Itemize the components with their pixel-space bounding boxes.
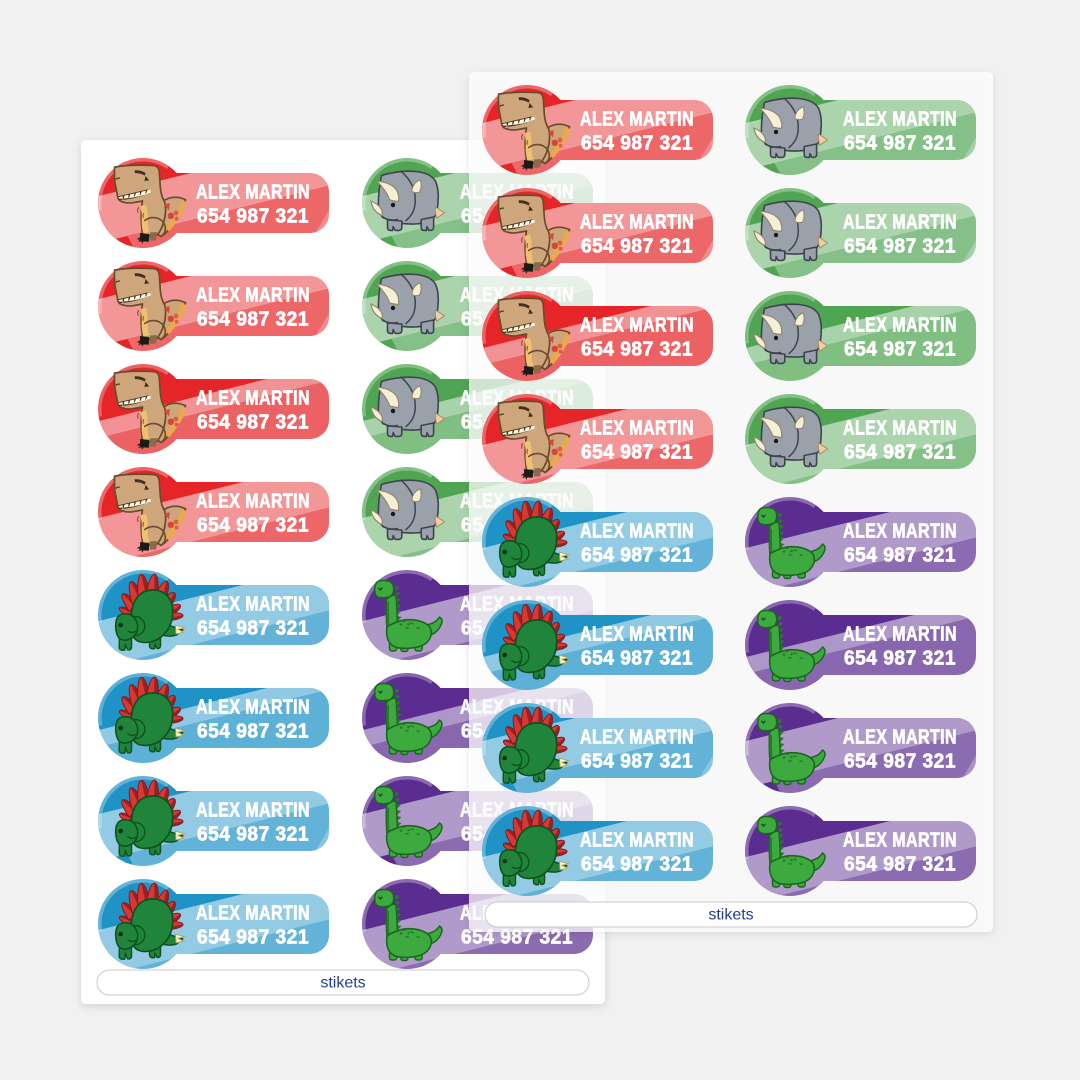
svg-text:654 987 321: 654 987 321: [581, 648, 693, 670]
svg-text:654 987 321: 654 987 321: [581, 545, 693, 567]
svg-text:ALEX MARTIN: ALEX MARTIN: [196, 800, 310, 822]
svg-text:654 987 321: 654 987 321: [581, 442, 693, 464]
svg-text:ALEX MARTIN: ALEX MARTIN: [196, 491, 310, 513]
svg-text:654 987 321: 654 987 321: [844, 236, 956, 258]
svg-text:654 987 321: 654 987 321: [197, 618, 309, 640]
svg-text:654 987 321: 654 987 321: [581, 236, 693, 258]
svg-text:654 987 321: 654 987 321: [844, 545, 956, 567]
svg-text:ALEX MARTIN: ALEX MARTIN: [580, 418, 694, 440]
svg-text:ALEX MARTIN: ALEX MARTIN: [843, 830, 957, 852]
svg-text:ALEX MARTIN: ALEX MARTIN: [196, 903, 310, 925]
svg-text:ALEX MARTIN: ALEX MARTIN: [196, 182, 310, 204]
svg-text:ALEX MARTIN: ALEX MARTIN: [843, 727, 957, 749]
svg-text:654 987 321: 654 987 321: [197, 927, 309, 949]
svg-text:654 987 321: 654 987 321: [581, 133, 693, 155]
svg-text:ALEX MARTIN: ALEX MARTIN: [843, 521, 957, 543]
svg-text:ALEX MARTIN: ALEX MARTIN: [580, 830, 694, 852]
svg-text:ALEX MARTIN: ALEX MARTIN: [843, 315, 957, 337]
svg-text:654 987 321: 654 987 321: [844, 854, 956, 876]
svg-text:654 987 321: 654 987 321: [581, 751, 693, 773]
svg-text:ALEX MARTIN: ALEX MARTIN: [580, 109, 694, 131]
svg-text:654 987 321: 654 987 321: [844, 339, 956, 361]
svg-text:654 987 321: 654 987 321: [844, 648, 956, 670]
svg-text:ALEX MARTIN: ALEX MARTIN: [580, 212, 694, 234]
svg-text:654 987 321: 654 987 321: [581, 339, 693, 361]
svg-text:654 987 321: 654 987 321: [844, 133, 956, 155]
svg-text:ALEX MARTIN: ALEX MARTIN: [580, 315, 694, 337]
svg-text:ALEX MARTIN: ALEX MARTIN: [843, 109, 957, 131]
svg-text:ALEX MARTIN: ALEX MARTIN: [580, 624, 694, 646]
svg-text:654 987 321: 654 987 321: [197, 309, 309, 331]
svg-text:654 987 321: 654 987 321: [197, 412, 309, 434]
svg-text:ALEX MARTIN: ALEX MARTIN: [196, 285, 310, 307]
svg-text:654 987 321: 654 987 321: [197, 721, 309, 743]
svg-text:ALEX MARTIN: ALEX MARTIN: [196, 388, 310, 410]
svg-text:654 987 321: 654 987 321: [581, 854, 693, 876]
svg-text:ALEX MARTIN: ALEX MARTIN: [580, 521, 694, 543]
svg-text:ALEX MARTIN: ALEX MARTIN: [843, 212, 957, 234]
svg-text:654 987 321: 654 987 321: [197, 824, 309, 846]
svg-text:ALEX MARTIN: ALEX MARTIN: [196, 697, 310, 719]
svg-text:654 987 321: 654 987 321: [197, 515, 309, 537]
svg-text:stikets: stikets: [320, 975, 365, 992]
svg-text:654 987 321: 654 987 321: [197, 206, 309, 228]
svg-text:654 987 321: 654 987 321: [844, 751, 956, 773]
svg-text:stikets: stikets: [708, 907, 753, 924]
svg-text:ALEX MARTIN: ALEX MARTIN: [843, 418, 957, 440]
svg-text:ALEX MARTIN: ALEX MARTIN: [196, 594, 310, 616]
svg-text:ALEX MARTIN: ALEX MARTIN: [843, 624, 957, 646]
svg-text:654 987 321: 654 987 321: [844, 442, 956, 464]
svg-text:ALEX MARTIN: ALEX MARTIN: [580, 727, 694, 749]
